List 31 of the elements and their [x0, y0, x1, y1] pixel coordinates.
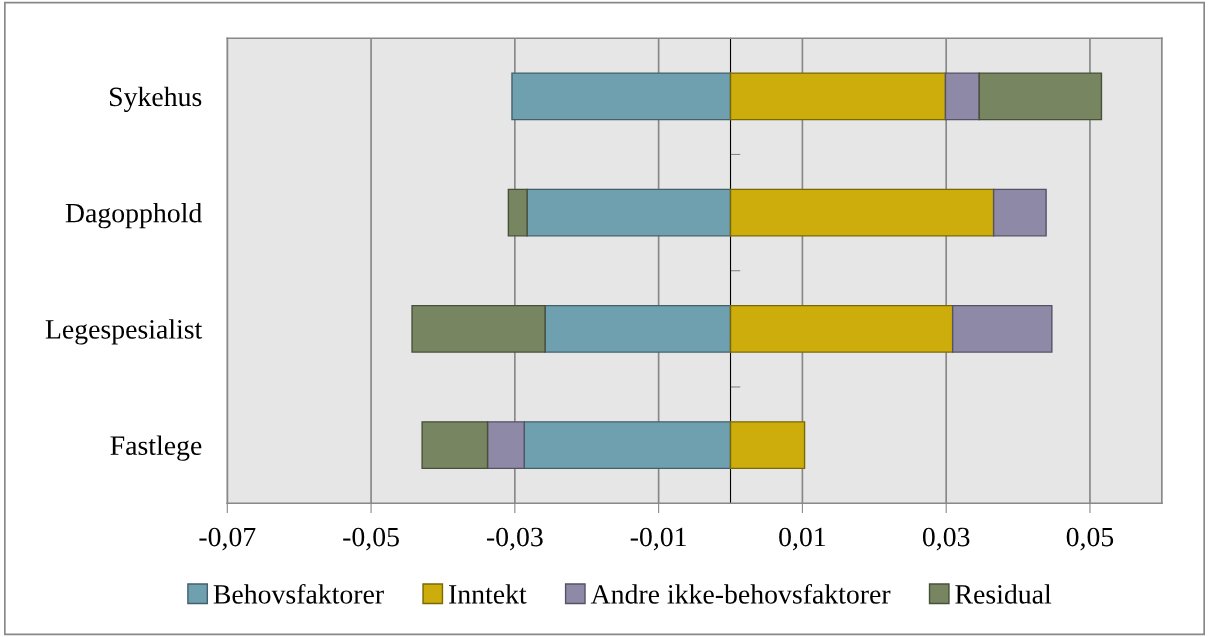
x-tick-label: 0,05 [1066, 527, 1114, 551]
legend-label: Andre ikke-behovsfaktorer [590, 583, 891, 604]
legend-label: Residual [955, 584, 1052, 604]
bar [526, 188, 732, 237]
bar [523, 421, 732, 470]
legend-label: Inntekt [449, 584, 527, 604]
x-tick-label: 0,03 [922, 527, 970, 551]
y-tick-label: Dagopphold [65, 202, 202, 229]
bar [486, 421, 525, 470]
bar [944, 72, 980, 121]
bar [729, 421, 806, 470]
bar [411, 304, 546, 353]
y-tick-label: Fastlege [110, 435, 202, 461]
bar [507, 188, 528, 237]
x-tick-label: -0,05 [343, 527, 399, 551]
legend-label: Behovsfaktorer [213, 583, 384, 604]
x-tick-label: 0,01 [779, 527, 826, 551]
bar [729, 304, 954, 353]
y-tick-label: Sykehus [110, 86, 202, 112]
bar [978, 72, 1103, 121]
x-tick-label: -0,03 [486, 527, 543, 551]
bar [511, 72, 732, 121]
x-tick-label: -0,01 [630, 527, 686, 551]
bar [421, 421, 489, 470]
bar [729, 72, 947, 121]
x-tick-label: -0,07 [199, 527, 256, 551]
y-tick-label: Legespesialist [45, 319, 203, 345]
bar [951, 304, 1053, 353]
bar [544, 304, 732, 353]
bar [992, 188, 1047, 237]
bar [729, 188, 995, 237]
